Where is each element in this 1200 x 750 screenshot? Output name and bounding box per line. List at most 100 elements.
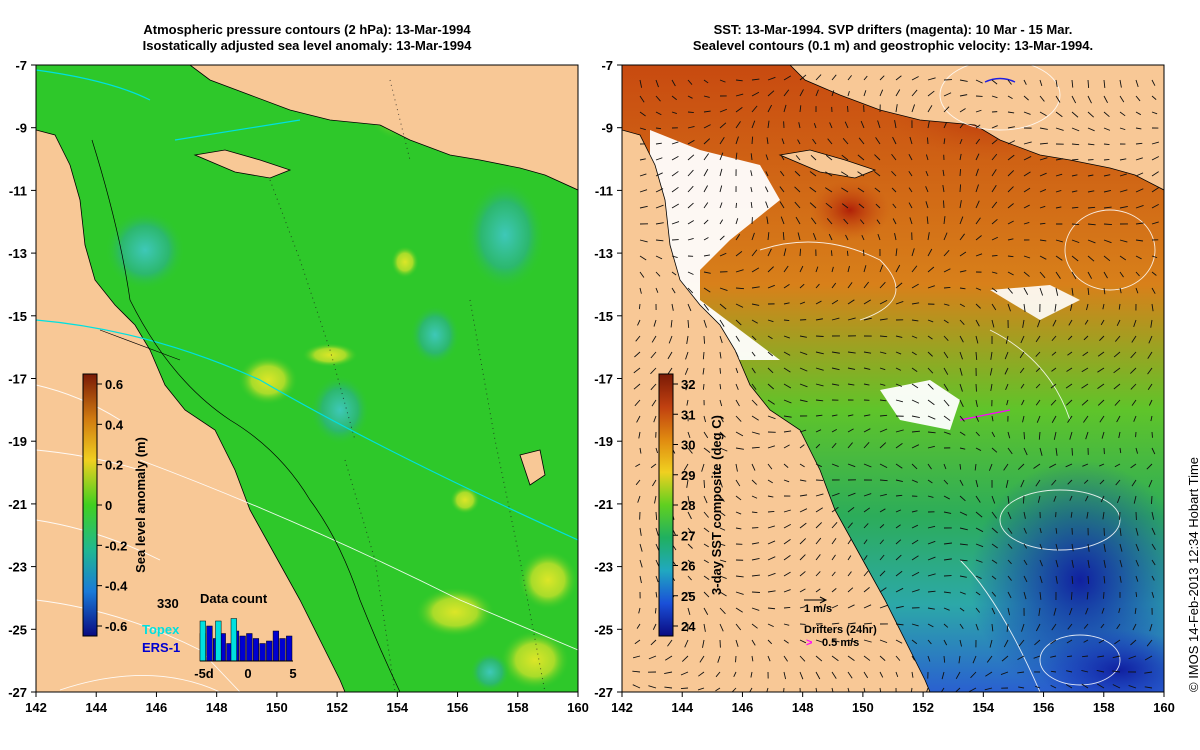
velocity-arrow (783, 539, 791, 545)
right-panel-title: SST: 13-Mar-1994. SVP drifters (magenta)… (622, 22, 1164, 54)
colorbar-tick-label: 30 (681, 438, 695, 453)
velocity-arrow (687, 559, 693, 565)
velocity-arrow (735, 463, 738, 472)
velocity-arrow (781, 138, 785, 145)
velocity-arrow (751, 479, 757, 485)
velocity-arrow (831, 317, 840, 321)
velocity-arrow (735, 527, 742, 530)
velocity-arrow (879, 351, 887, 355)
velocity-arrow (1135, 591, 1138, 598)
velocity-arrow (1112, 655, 1121, 659)
velocity-arrow (847, 282, 853, 289)
velocity-arrow (959, 591, 966, 595)
velocity-arrow (991, 169, 997, 177)
velocity-arrow (1119, 173, 1127, 177)
ers-count-bar (259, 643, 266, 662)
velocity-arrow (1144, 671, 1153, 674)
velocity-arrow (879, 89, 884, 97)
velocity-arrow (767, 383, 775, 390)
y-tick-label: -15 (8, 309, 27, 324)
velocity-arrow (959, 511, 968, 516)
velocity-arrow (847, 538, 852, 545)
velocity-arrow (1007, 543, 1013, 549)
velocity-arrow (927, 266, 935, 273)
count-tick-0: 0 (244, 666, 251, 681)
velocity-arrow (1103, 271, 1108, 279)
velocity-arrow (812, 138, 817, 145)
velocity-arrow (975, 253, 983, 257)
sla-colorbar-ticks: 0.6 0.4 0.2 0 -0.2 -0.4 -0.6 (97, 377, 128, 634)
velocity-arrow (687, 237, 694, 241)
velocity-arrow (735, 351, 739, 358)
velocity-arrow (895, 248, 898, 257)
velocity-arrow (879, 399, 887, 402)
velocity-arrow (991, 623, 994, 632)
velocity-arrow (702, 639, 705, 648)
velocity-arrow (751, 463, 756, 471)
velocity-arrow (703, 237, 709, 241)
x-tick-label: 156 (1033, 700, 1055, 715)
velocity-arrow (1021, 399, 1025, 406)
velocity-arrow (847, 507, 855, 513)
velocity-arrow (879, 428, 888, 433)
velocity-arrow (925, 186, 929, 193)
velocity-arrow (1151, 187, 1159, 193)
velocity-arrow (1087, 190, 1095, 193)
x-tick-label: 152 (326, 700, 348, 715)
velocity-arrow (959, 200, 962, 209)
velocity-arrow (1085, 431, 1089, 440)
velocity-arrow (719, 623, 724, 632)
velocity-arrow (831, 671, 837, 679)
velocity-arrow (650, 367, 657, 375)
velocity-arrow (911, 671, 914, 678)
velocity-arrow (1018, 686, 1025, 689)
velocity-arrow (1051, 623, 1057, 631)
velocity-arrow (1128, 685, 1137, 689)
velocity-arrow (908, 202, 913, 209)
velocity-arrow (1068, 319, 1073, 326)
velocity-arrow (895, 399, 903, 403)
velocity-arrow (1151, 303, 1154, 312)
velocity-arrow (1081, 383, 1089, 389)
velocity-arrow (1055, 447, 1058, 456)
velocity-arrow (1148, 335, 1153, 344)
colorbar-tick-label: 25 (681, 589, 695, 604)
velocity-arrow (959, 495, 966, 502)
velocity-arrow (783, 75, 792, 81)
velocity-arrow (798, 122, 801, 129)
velocity-arrow (783, 639, 789, 644)
velocity-arrow (1033, 463, 1041, 469)
velocity-arrow (991, 95, 998, 99)
velocity-arrow (925, 154, 929, 161)
velocity-arrow (1096, 669, 1105, 673)
velocity-arrow (783, 302, 790, 305)
velocity-arrow (1050, 670, 1057, 673)
velocity-arrow (1036, 415, 1041, 423)
velocity-arrow (1035, 479, 1041, 487)
velocity-arrow (1103, 174, 1111, 177)
left-panel-title: Atmospheric pressure contours (2 hPa): 1… (36, 22, 578, 54)
velocity-arrow (638, 303, 641, 310)
velocity-arrow (910, 687, 913, 692)
velocity-arrow (959, 399, 964, 408)
velocity-arrow (863, 90, 867, 97)
velocity-arrow (911, 479, 918, 483)
velocity-arrow (751, 399, 758, 406)
velocity-arrow (1001, 655, 1009, 662)
velocity-arrow (1135, 172, 1144, 177)
velocity-arrow (1067, 351, 1073, 356)
velocity-arrow (1071, 575, 1074, 585)
velocity-arrow (1133, 319, 1137, 328)
velocity-arrow (1151, 221, 1159, 225)
sst-colorbar-ticks: 32 31 30 29 28 27 26 25 24 (673, 377, 696, 634)
velocity-arrow (767, 479, 773, 484)
velocity-arrow (735, 335, 740, 342)
velocity-arrow (991, 201, 998, 209)
velocity-arrow (831, 367, 840, 371)
colorbar-tick-label: -0.6 (105, 619, 127, 634)
y-tick-label: -25 (594, 622, 613, 637)
velocity-arrow (863, 493, 872, 497)
x-tick-label: 160 (1153, 700, 1175, 715)
velocity-arrow (879, 367, 886, 371)
colorbar-tick-label: 31 (681, 407, 695, 422)
